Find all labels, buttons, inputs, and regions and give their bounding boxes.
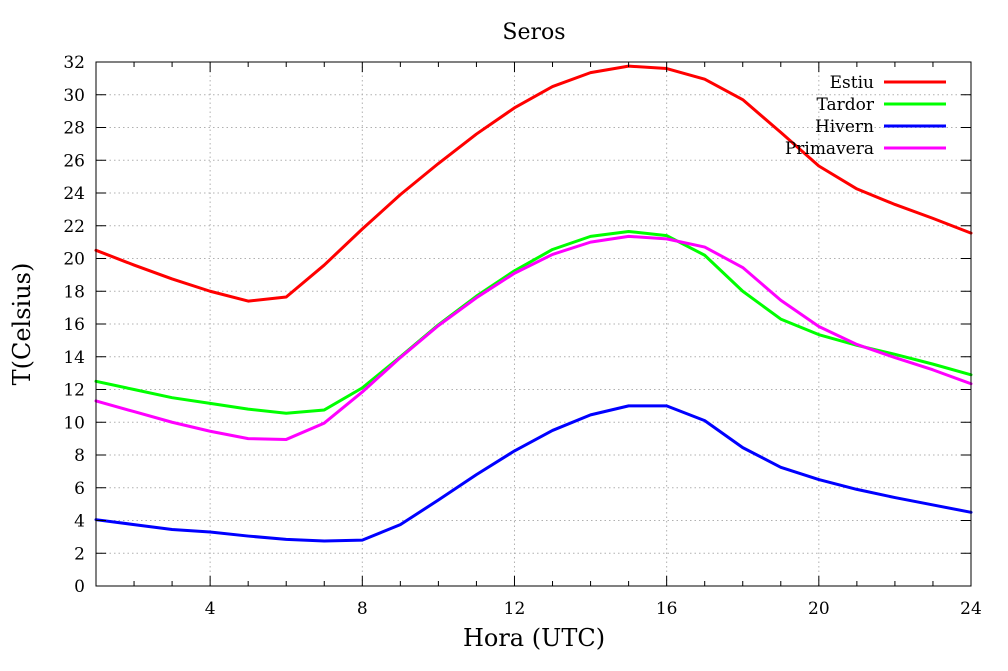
y-tick-label: 14: [63, 348, 85, 368]
y-axis-label: T(Celsius): [8, 263, 36, 386]
x-tick-label: 20: [808, 599, 830, 619]
x-tick-label: 24: [960, 599, 982, 619]
y-tick-label: 6: [74, 479, 85, 499]
x-axis-label: Hora (UTC): [463, 624, 605, 652]
series-line-primavera: [94, 234, 973, 441]
y-tick-label: 12: [63, 381, 85, 401]
y-tick-label: 18: [63, 282, 85, 302]
x-tick-label: 4: [205, 599, 216, 619]
y-tick-label: 20: [63, 250, 85, 270]
y-tick-label: 4: [74, 512, 85, 532]
x-tick-label: 16: [656, 599, 678, 619]
y-tick-label: 30: [63, 86, 85, 106]
legend-label-estiu: Estiu: [830, 73, 874, 93]
y-tick-label: 2: [74, 544, 85, 564]
y-tick-label: 32: [63, 53, 85, 73]
y-tick-label: 24: [63, 184, 85, 204]
y-tick-label: 26: [63, 151, 85, 171]
y-tick-label: 0: [74, 577, 85, 597]
y-tick-label: 8: [74, 446, 85, 466]
grid: [96, 62, 971, 586]
chart-title: Seros: [502, 20, 565, 45]
series-line-estiu: [94, 64, 973, 303]
y-tick-label: 16: [63, 315, 85, 335]
x-tick-label: 12: [504, 599, 526, 619]
y-tick-label: 22: [63, 217, 85, 237]
y-tick-label: 10: [63, 413, 85, 433]
x-tick-label: 8: [357, 599, 368, 619]
legend-label-hivern: Hivern: [815, 117, 874, 137]
series-line-hivern: [94, 404, 973, 543]
series-lines: [94, 64, 973, 543]
y-tick-label: 28: [63, 119, 85, 139]
series-line-tardor: [94, 229, 973, 415]
legend-label-primavera: Primavera: [785, 139, 874, 159]
legend-label-tardor: Tardor: [816, 95, 874, 115]
